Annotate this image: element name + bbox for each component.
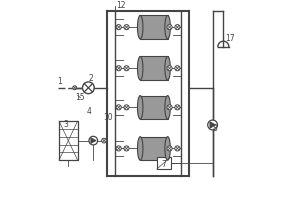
Circle shape xyxy=(116,25,121,30)
Circle shape xyxy=(102,138,106,143)
Ellipse shape xyxy=(165,96,170,119)
Text: 4: 4 xyxy=(87,107,92,116)
Circle shape xyxy=(89,136,98,145)
Text: 1: 1 xyxy=(58,77,62,86)
Text: 2: 2 xyxy=(89,74,94,83)
Ellipse shape xyxy=(137,15,143,39)
Polygon shape xyxy=(210,122,216,128)
Circle shape xyxy=(175,66,180,71)
Circle shape xyxy=(116,66,121,71)
Circle shape xyxy=(175,146,180,151)
Text: 3: 3 xyxy=(63,120,68,129)
Circle shape xyxy=(167,146,172,151)
Ellipse shape xyxy=(165,56,170,80)
Text: 7: 7 xyxy=(161,160,166,169)
Text: 8: 8 xyxy=(212,124,217,133)
Circle shape xyxy=(116,146,121,151)
Circle shape xyxy=(175,25,180,30)
Circle shape xyxy=(124,105,129,110)
Ellipse shape xyxy=(137,137,143,160)
Ellipse shape xyxy=(137,96,143,119)
Circle shape xyxy=(167,105,172,110)
Text: 17: 17 xyxy=(225,34,235,43)
Ellipse shape xyxy=(165,15,170,39)
Bar xyxy=(157,157,170,169)
Circle shape xyxy=(124,146,129,151)
Polygon shape xyxy=(91,138,96,143)
Bar xyxy=(140,96,168,119)
Circle shape xyxy=(124,66,129,71)
Circle shape xyxy=(73,86,76,90)
Bar xyxy=(59,121,78,160)
Circle shape xyxy=(208,120,218,130)
Circle shape xyxy=(124,25,129,30)
Text: 15: 15 xyxy=(75,93,84,102)
Bar xyxy=(140,15,168,39)
Text: 10: 10 xyxy=(103,113,113,122)
Circle shape xyxy=(116,105,121,110)
Ellipse shape xyxy=(137,56,143,80)
Circle shape xyxy=(167,66,172,71)
Circle shape xyxy=(175,105,180,110)
Bar xyxy=(140,56,168,80)
Ellipse shape xyxy=(165,137,170,160)
Circle shape xyxy=(167,25,172,30)
Text: 12: 12 xyxy=(116,1,125,10)
Circle shape xyxy=(82,82,94,94)
Bar xyxy=(140,137,168,160)
